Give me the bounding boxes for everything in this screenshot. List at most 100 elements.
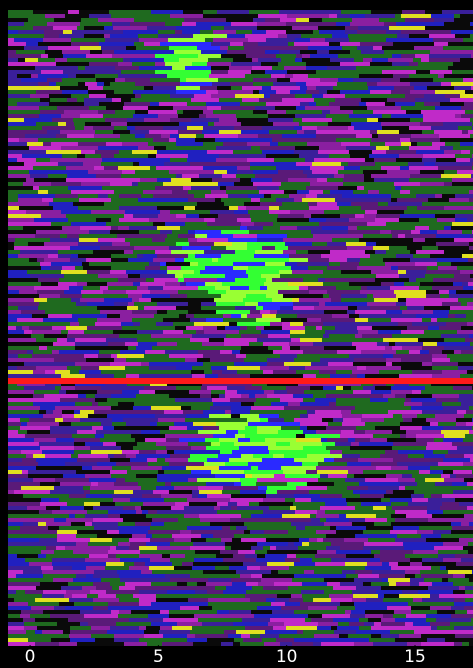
texture-cell xyxy=(171,482,206,486)
texture-cell xyxy=(399,486,405,490)
texture-cell xyxy=(241,462,248,466)
texture-cell xyxy=(8,422,21,426)
texture-cell xyxy=(458,126,472,130)
texture-cell xyxy=(375,278,409,282)
texture-cell xyxy=(271,194,289,198)
texture-cell xyxy=(177,110,183,114)
texture-cell xyxy=(442,350,454,354)
texture-cell xyxy=(69,498,104,502)
texture-cell xyxy=(70,370,79,374)
texture-cell xyxy=(397,534,421,538)
texture-cell xyxy=(316,430,341,434)
texture-cell xyxy=(353,362,386,366)
texture-cell xyxy=(135,438,145,442)
texture-cell xyxy=(160,210,170,214)
texture-cell xyxy=(29,258,37,262)
texture-cell xyxy=(201,50,227,54)
texture-cell xyxy=(154,314,179,318)
texture-cell xyxy=(356,630,390,634)
texture-cell xyxy=(8,170,29,174)
texture-cell xyxy=(8,526,20,530)
texture-cell xyxy=(240,338,257,342)
texture-cell xyxy=(110,270,126,274)
texture-cell xyxy=(456,418,472,422)
texture-cell xyxy=(414,86,427,90)
texture-cell xyxy=(26,210,61,214)
texture-cell xyxy=(168,362,203,366)
texture-cell xyxy=(167,270,194,274)
texture-cell xyxy=(362,414,393,418)
texture-cell xyxy=(36,90,62,94)
texture-cell xyxy=(454,350,461,354)
texture-cell xyxy=(380,558,410,562)
texture-cell xyxy=(188,310,216,314)
texture-cell xyxy=(250,410,276,414)
texture-cell xyxy=(417,530,433,534)
texture-cell xyxy=(214,298,233,302)
texture-cell xyxy=(391,114,423,118)
texture-cell xyxy=(238,430,257,434)
texture-cell xyxy=(419,30,451,34)
texture-cell xyxy=(250,374,258,378)
texture-cell xyxy=(414,490,429,494)
texture-cell xyxy=(123,506,135,510)
texture-cell xyxy=(225,390,237,394)
texture-cell xyxy=(417,414,435,418)
texture-cell xyxy=(283,250,296,254)
texture-cell xyxy=(453,590,465,594)
texture-cell xyxy=(104,166,118,170)
texture-cell xyxy=(438,422,456,426)
texture-cell xyxy=(58,402,75,406)
texture-cell xyxy=(438,550,468,554)
texture-cell xyxy=(294,610,320,614)
texture-cell xyxy=(134,562,145,566)
texture-cell xyxy=(126,358,152,362)
texture-cell xyxy=(373,110,406,114)
texture-cell xyxy=(227,562,243,566)
texture-cell xyxy=(262,638,276,642)
texture-cell xyxy=(215,218,237,222)
texture-cell xyxy=(382,114,391,118)
texture-cell xyxy=(153,222,165,226)
texture-cell xyxy=(253,182,281,186)
texture-cell xyxy=(122,38,139,42)
texture-cell xyxy=(430,466,464,470)
texture-cell xyxy=(235,278,266,282)
texture-cell xyxy=(14,242,28,246)
texture-cell xyxy=(133,114,158,118)
texture-cell xyxy=(436,234,470,238)
texture-cell xyxy=(341,410,351,414)
texture-cell xyxy=(120,314,154,318)
texture-cell xyxy=(372,150,386,154)
texture-cell xyxy=(418,590,453,594)
texture-cell xyxy=(347,502,361,506)
texture-cell xyxy=(34,178,66,182)
texture-cell xyxy=(138,482,165,486)
texture-cell xyxy=(408,502,427,506)
texture-cell xyxy=(449,310,473,314)
texture-cell xyxy=(222,370,237,374)
texture-cell xyxy=(114,482,132,486)
texture-cell xyxy=(8,442,39,446)
texture-cell xyxy=(337,626,359,630)
texture-cell xyxy=(253,82,273,86)
texture-cell xyxy=(85,122,111,126)
texture-cell xyxy=(74,602,108,606)
texture-cell xyxy=(347,486,368,490)
texture-cell xyxy=(135,126,163,130)
texture-cell xyxy=(460,58,473,62)
texture-cell xyxy=(292,270,323,274)
texture-cell xyxy=(127,118,144,122)
texture-cell xyxy=(451,226,473,230)
texture-cell xyxy=(114,454,126,458)
texture-cell xyxy=(352,522,374,526)
texture-cell xyxy=(446,322,467,326)
texture-cell xyxy=(260,518,294,522)
texture-cell xyxy=(405,18,434,22)
texture-cell xyxy=(183,274,196,278)
texture-cell xyxy=(172,550,195,554)
texture-cell xyxy=(119,294,128,298)
texture-cell xyxy=(197,238,228,242)
texture-cell xyxy=(247,142,270,146)
texture-cell xyxy=(8,134,25,138)
